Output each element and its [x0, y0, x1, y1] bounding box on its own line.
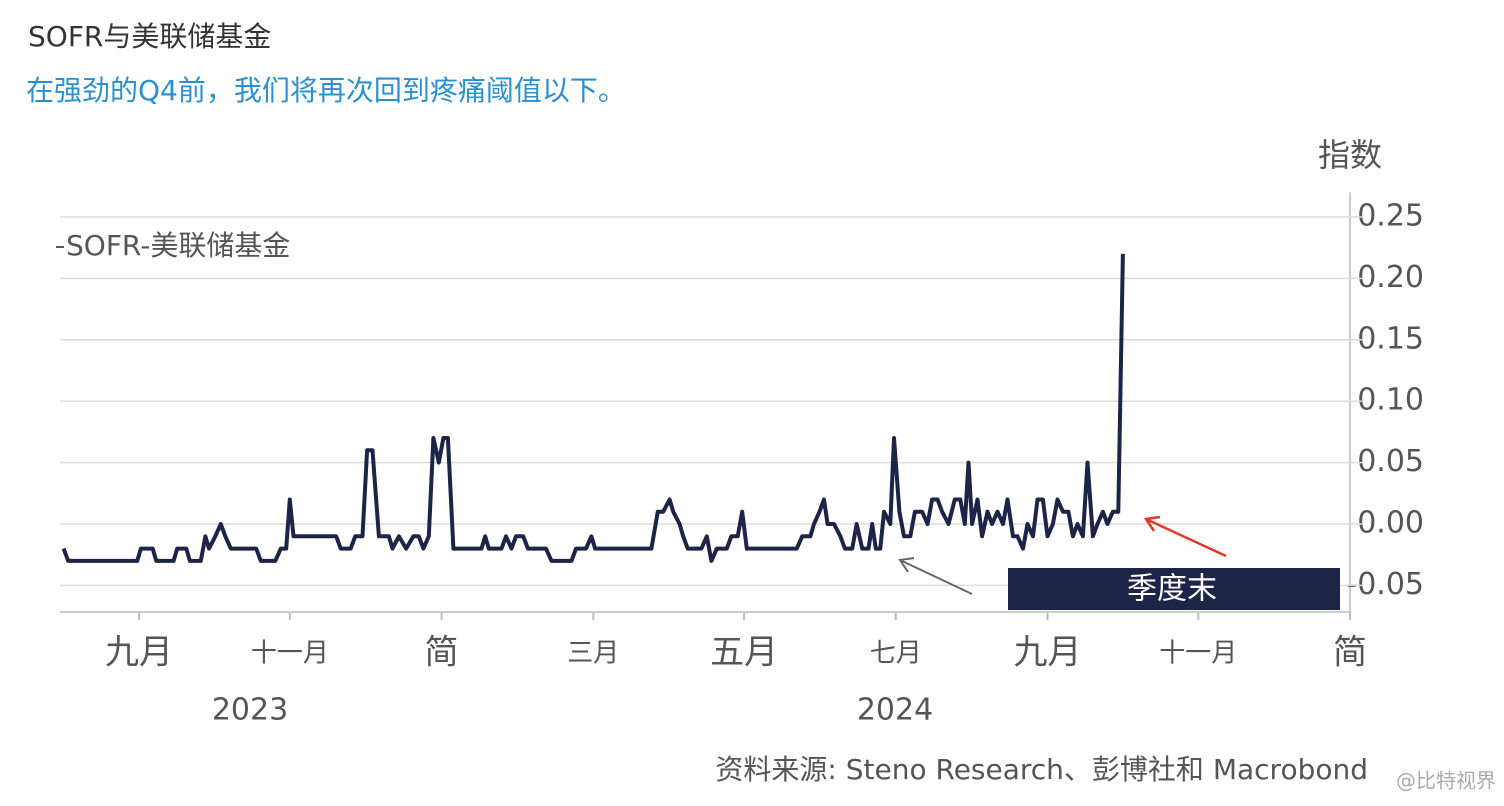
- annotation-label: 季度末: [1127, 572, 1217, 607]
- arrow-gray: [898, 557, 973, 595]
- series-line: [61, 253, 1125, 563]
- x-tick-label: 三月: [567, 639, 619, 669]
- x-tick-label: 九月: [1013, 633, 1081, 673]
- y-tick-label: 0.10: [1357, 383, 1424, 418]
- x-tick-label: 简: [1333, 633, 1367, 673]
- source: 资料来源: Steno Research、彭博社和 Macrobond: [715, 753, 1368, 786]
- annotation-box: [1008, 568, 1340, 610]
- chart-title: SOFR与美联储基金: [28, 20, 271, 53]
- arrow-red: [1143, 515, 1227, 558]
- watermark: @比特视界: [1396, 769, 1496, 793]
- y-tick-label: 0.00: [1357, 506, 1424, 541]
- x-tick-label: 七月: [870, 639, 922, 669]
- x-tick-label: 九月: [105, 633, 173, 673]
- x-tick-label: 十一月: [251, 639, 329, 669]
- x-tick-label: 简: [425, 633, 459, 673]
- y-tick-label: 0.25: [1357, 198, 1424, 233]
- legend-label: SOFR-美联储基金: [66, 229, 290, 262]
- chart-subtitle: 在强劲的Q4前，我们将再次回到疼痛阈值以下。: [26, 74, 626, 107]
- y-axis-label: 指数: [1318, 136, 1382, 174]
- x-tick-label: 十一月: [1159, 639, 1237, 669]
- year-label: 2024: [857, 693, 933, 728]
- y-tick-label: 0.20: [1357, 260, 1424, 295]
- y-tick-label: 0.05: [1357, 444, 1424, 479]
- y-tick-label: 0.15: [1357, 321, 1424, 356]
- y-tick-label: -0.05: [1346, 567, 1424, 602]
- year-label: 2023: [212, 693, 288, 728]
- x-tick-label: 五月: [710, 633, 778, 673]
